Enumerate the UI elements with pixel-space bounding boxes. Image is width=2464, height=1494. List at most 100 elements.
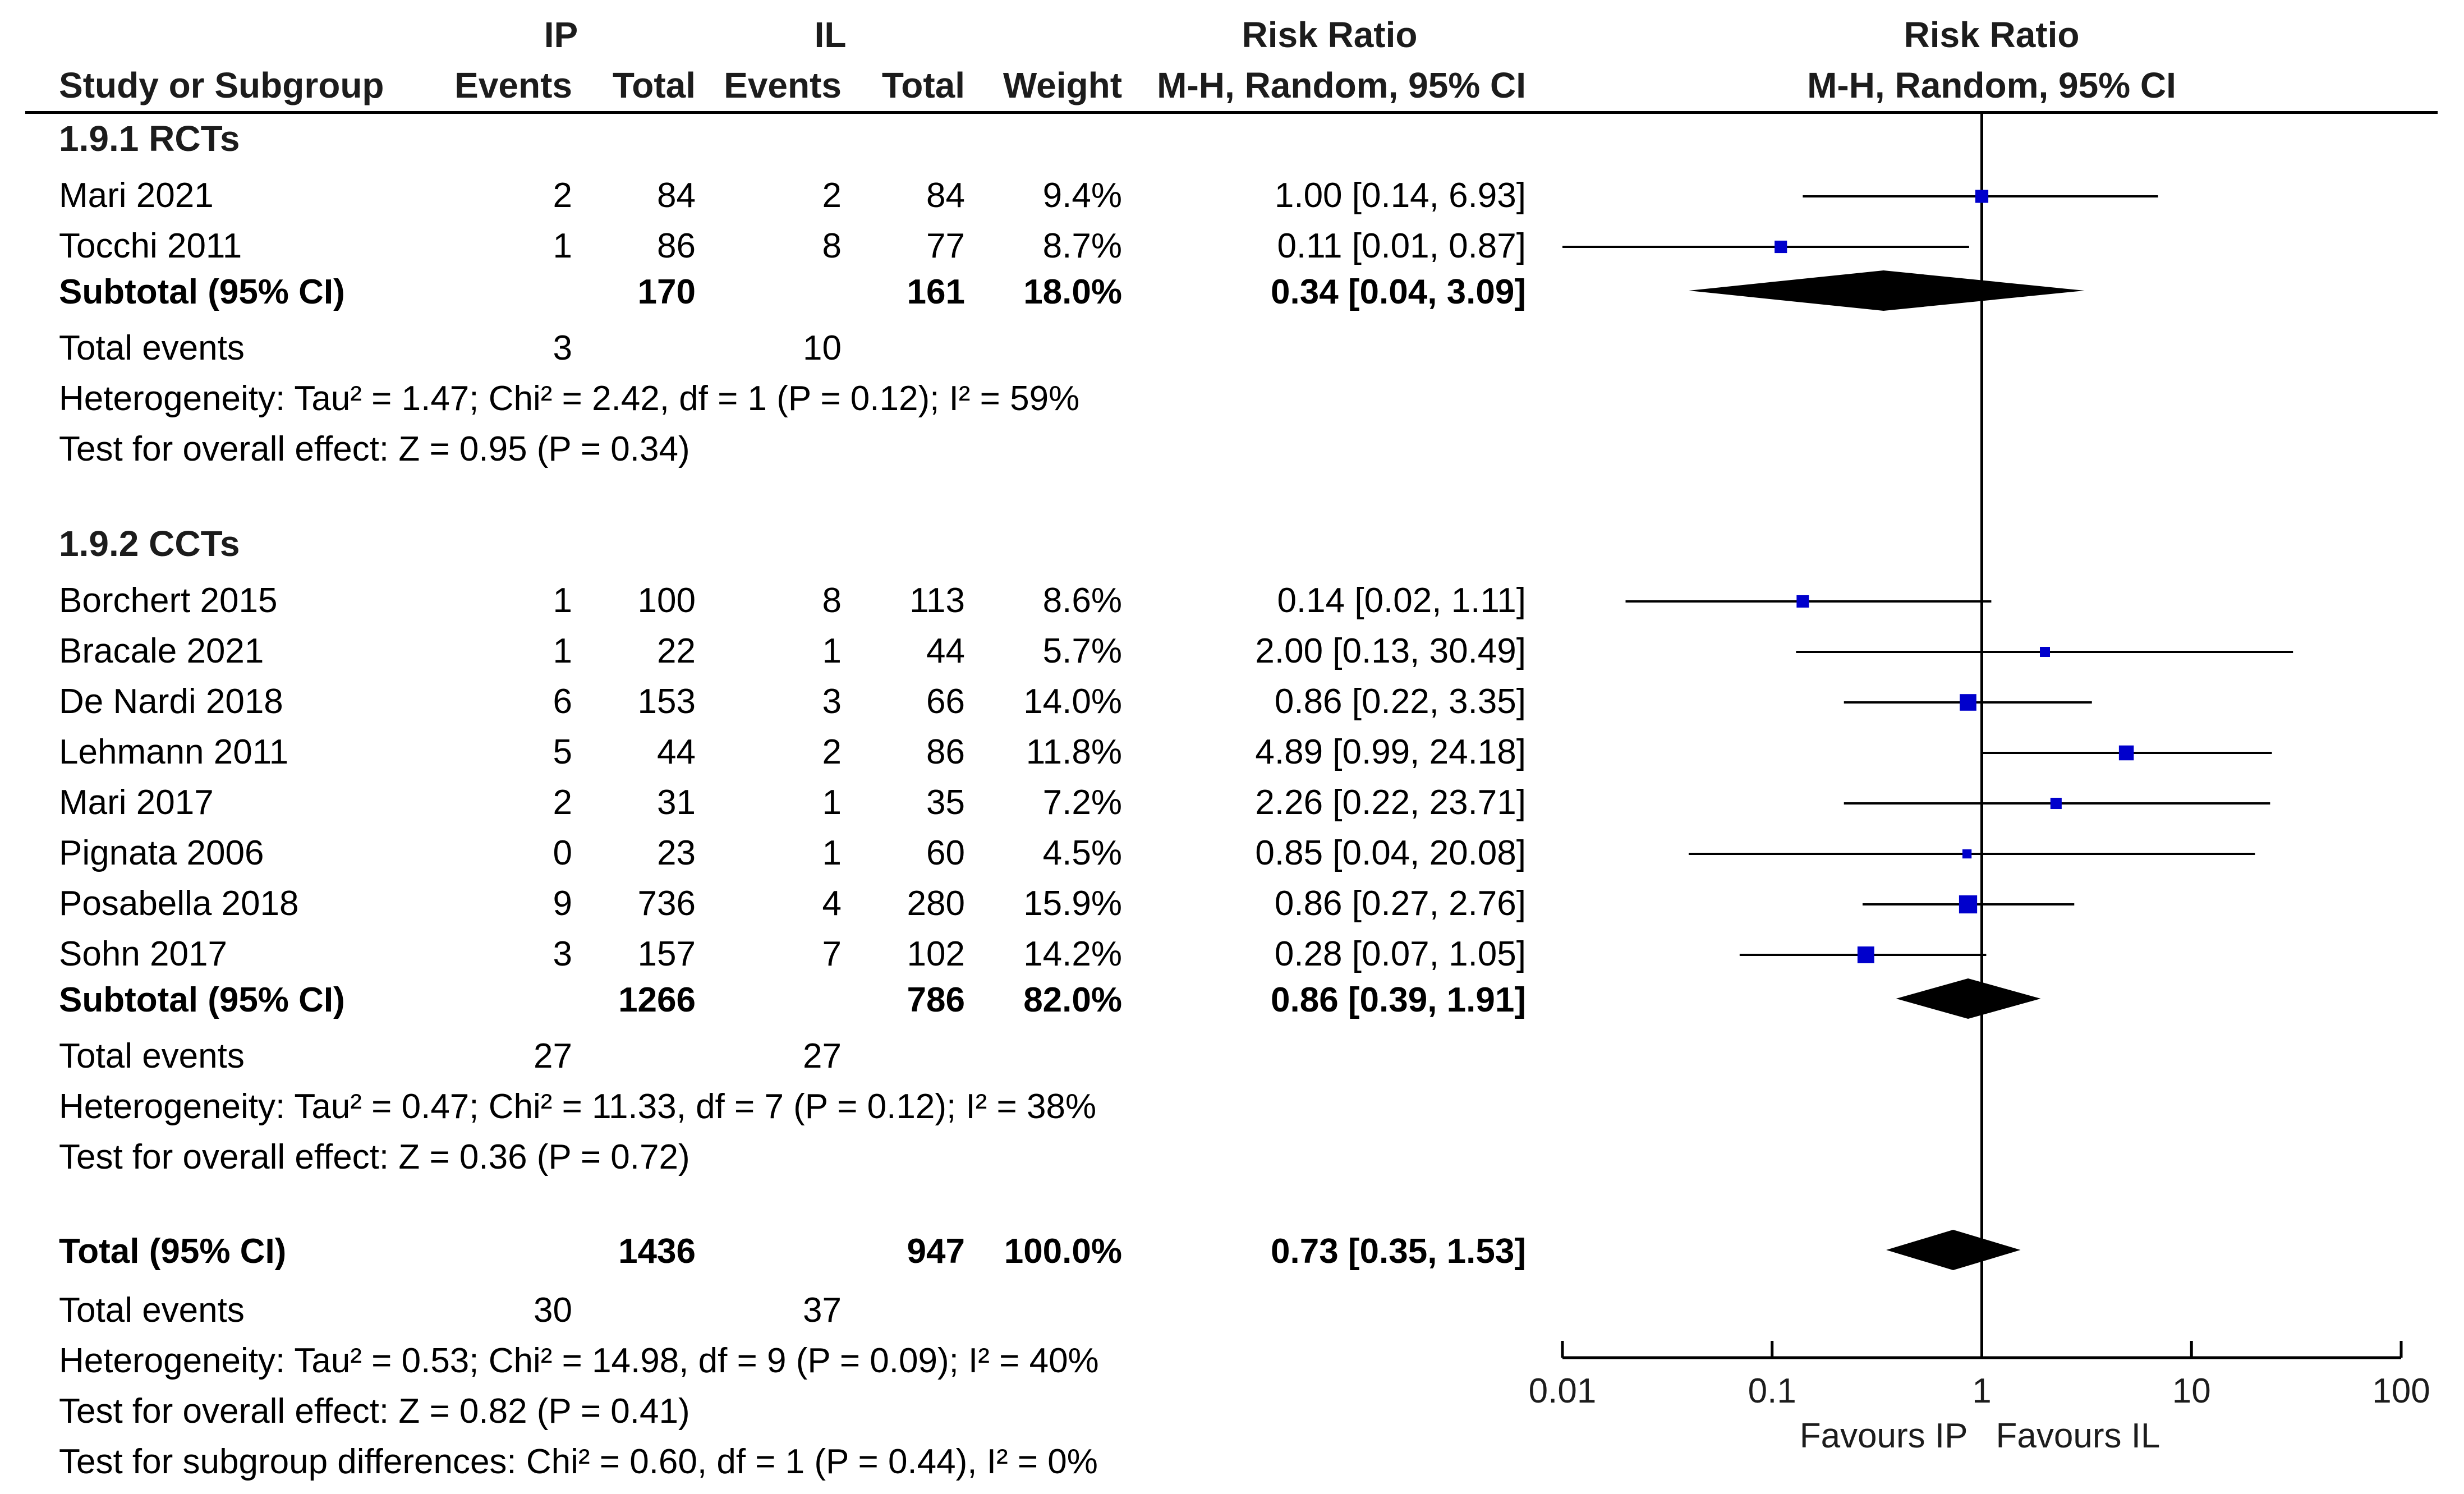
study-name: De Nardi 2018 — [59, 682, 283, 721]
il-events: 2 — [822, 733, 842, 771]
point-estimate-marker — [1959, 895, 1978, 914]
subtotal-il-total: 786 — [907, 981, 965, 1019]
total-events-il: 10 — [803, 329, 842, 367]
subtotal-weight: 18.0% — [1023, 273, 1122, 311]
il-events: 2 — [822, 176, 842, 215]
pooled-diamond — [1896, 978, 2041, 1019]
il-events: 1 — [822, 834, 842, 872]
study-weight: 8.7% — [1042, 227, 1122, 265]
overall-total-events-il: 37 — [803, 1291, 842, 1330]
study-weight: 5.7% — [1042, 632, 1122, 670]
ip-events: 5 — [553, 733, 572, 771]
subtotal-label: Subtotal (95% CI) — [59, 273, 345, 311]
total-ci: 0.73 [0.35, 1.53] — [1271, 1232, 1526, 1271]
ip-events: 1 — [553, 227, 572, 265]
overall-effect-test-text: Test for overall effect: Z = 0.82 (P = 0… — [59, 1392, 690, 1431]
point-estimate-marker — [1775, 240, 1787, 254]
ip-total: 44 — [657, 733, 696, 771]
study-weight: 14.0% — [1023, 682, 1122, 721]
study-ci: 2.26 [0.22, 23.71] — [1255, 783, 1526, 822]
x-axis-tick-label: 100 — [2372, 1372, 2430, 1410]
total-events-label: Total events — [59, 1037, 245, 1075]
il-total: 35 — [926, 783, 965, 822]
ip-total: 31 — [657, 783, 696, 822]
total-events-il: 27 — [803, 1037, 842, 1075]
ip-total: 736 — [637, 884, 696, 923]
point-estimate-marker — [2050, 797, 2062, 810]
study-ci: 0.85 [0.04, 20.08] — [1255, 834, 1526, 872]
il-total-header: Total — [881, 65, 965, 105]
il-events: 8 — [822, 581, 842, 620]
ip-events: 3 — [553, 935, 572, 973]
subgroup-label: 1.9.1 RCTs — [59, 118, 240, 159]
study-weight: 4.5% — [1042, 834, 1122, 872]
heterogeneity-text: Heterogeneity: Tau² = 1.47; Chi² = 2.42,… — [59, 379, 1080, 418]
total-events-ip: 27 — [534, 1037, 572, 1075]
ip-total: 86 — [657, 227, 696, 265]
effect-header-subtitle: M-H, Random, 95% CI — [1157, 65, 1526, 105]
study-ci: 4.89 [0.99, 24.18] — [1255, 733, 1526, 771]
plot-header-subtitle: M-H, Random, 95% CI — [1807, 65, 2176, 105]
plot-header-title: Risk Ratio — [1904, 15, 2080, 55]
point-estimate-marker — [1960, 694, 1976, 711]
overall-effect-text: Test for overall effect: Z = 0.36 (P = 0… — [59, 1138, 690, 1176]
ip-events-header: Events — [454, 65, 572, 105]
point-estimate-marker — [2040, 647, 2050, 657]
il-events: 3 — [822, 682, 842, 721]
il-events: 7 — [822, 935, 842, 973]
il-total: 66 — [926, 682, 965, 721]
study-name: Posabella 2018 — [59, 884, 299, 923]
ip-total: 84 — [657, 176, 696, 215]
favours-left-label: Favours IP — [1800, 1417, 1968, 1455]
study-ci: 0.86 [0.27, 2.76] — [1274, 884, 1526, 923]
il-total: 44 — [926, 632, 965, 670]
overall-total-events-ip: 30 — [534, 1291, 572, 1330]
ip-events: 2 — [553, 176, 572, 215]
group1-header: IP — [544, 15, 578, 55]
x-axis-tick-label: 1 — [1972, 1372, 1991, 1410]
total-events-ip: 3 — [553, 329, 572, 367]
subtotal-ip-total: 170 — [637, 273, 696, 311]
ip-events: 1 — [553, 581, 572, 620]
il-total: 113 — [909, 581, 965, 620]
study-weight: 11.8% — [1026, 733, 1122, 771]
total-weight: 100.0% — [1004, 1232, 1122, 1271]
ip-total: 153 — [637, 682, 696, 721]
point-estimate-marker — [1857, 946, 1874, 963]
study-name: Borchert 2015 — [59, 581, 278, 620]
ip-total: 23 — [657, 834, 696, 872]
favours-right-label: Favours IL — [1996, 1417, 2160, 1455]
il-total: 84 — [926, 176, 965, 215]
overall-heterogeneity-text: Heterogeneity: Tau² = 0.53; Chi² = 14.98… — [59, 1341, 1099, 1380]
study-ci: 0.11 [0.01, 0.87] — [1277, 227, 1526, 265]
il-events-header: Events — [724, 65, 842, 105]
pooled-diamond — [1886, 1230, 2021, 1270]
study-weight: 14.2% — [1023, 935, 1122, 973]
study-name: Tocchi 2011 — [59, 227, 242, 265]
ip-events: 0 — [553, 834, 572, 872]
study-name: Mari 2021 — [59, 176, 214, 215]
subtotal-weight: 82.0% — [1023, 981, 1122, 1019]
study-name: Bracale 2021 — [59, 632, 264, 670]
il-total: 102 — [907, 935, 965, 973]
ip-total: 100 — [637, 581, 696, 620]
study-ci: 0.28 [0.07, 1.05] — [1274, 935, 1526, 973]
study-name: Pignata 2006 — [59, 834, 264, 872]
subtotal-ip-total: 1266 — [618, 981, 696, 1019]
heterogeneity-text: Heterogeneity: Tau² = 0.47; Chi² = 11.33… — [59, 1087, 1097, 1126]
study-weight: 8.6% — [1042, 581, 1122, 620]
ip-total-header: Total — [612, 65, 696, 105]
study-column-header: Study or Subgroup — [59, 65, 384, 105]
subtotal-ci: 0.86 [0.39, 1.91] — [1271, 981, 1526, 1019]
study-ci: 1.00 [0.14, 6.93] — [1274, 176, 1526, 215]
group2-header: IL — [814, 15, 847, 55]
study-ci: 0.86 [0.22, 3.35] — [1274, 682, 1526, 721]
ip-events: 6 — [553, 682, 572, 721]
study-name: Sohn 2017 — [59, 935, 227, 973]
x-axis-tick-label: 0.01 — [1529, 1372, 1597, 1410]
ip-total: 157 — [637, 935, 696, 973]
il-events: 8 — [822, 227, 842, 265]
study-name: Lehmann 2011 — [59, 733, 289, 771]
x-axis-tick-label: 10 — [2172, 1372, 2211, 1410]
